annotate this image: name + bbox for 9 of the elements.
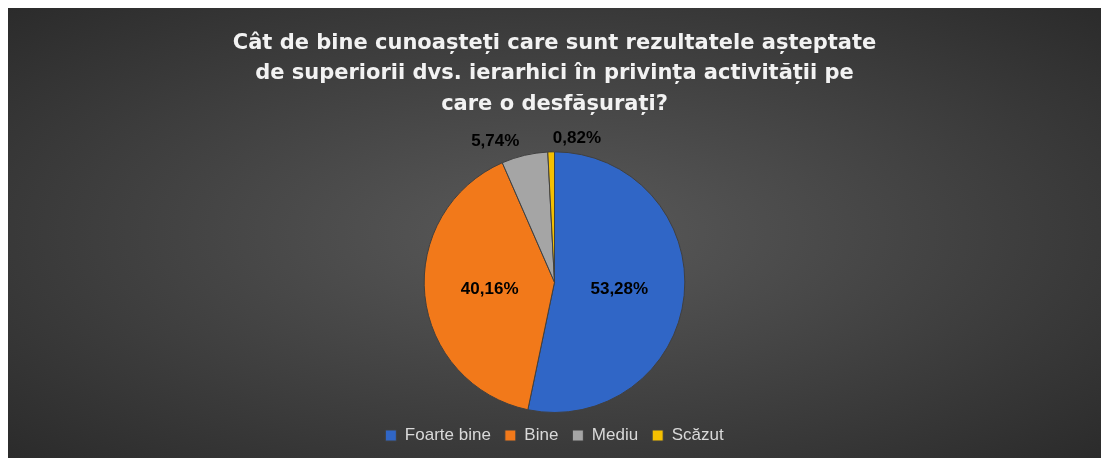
legend-label: Mediu bbox=[591, 425, 639, 445]
data-label: 53,28% bbox=[590, 278, 649, 298]
data-label: 0,82% bbox=[552, 127, 601, 147]
legend-label: Scăzut bbox=[671, 425, 724, 445]
chart-title: Cât de bine cunoașteți care sunt rezultatele așteptate de superiorii dvs. ierarhici în privința activității pe care o desfășurați? bbox=[232, 29, 877, 116]
legend-label: Bine bbox=[524, 425, 559, 445]
legend-label: Foarte bine bbox=[404, 425, 491, 445]
data-label: 5,74% bbox=[471, 131, 520, 151]
data-label: 40,16% bbox=[460, 278, 519, 298]
